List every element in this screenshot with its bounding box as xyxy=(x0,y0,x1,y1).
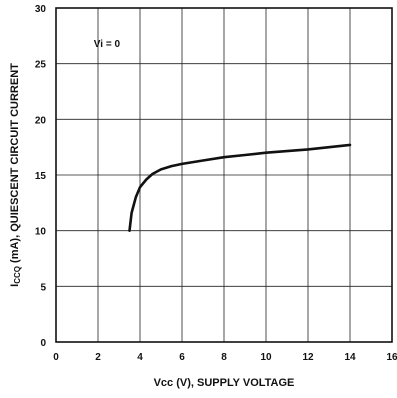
x-tick-label: 8 xyxy=(221,352,227,363)
x-tick-labels: 0 2 4 6 8 10 12 14 16 xyxy=(53,352,397,363)
y-tick-label: 5 xyxy=(40,282,46,293)
x-tick-label: 10 xyxy=(260,352,272,363)
y-tick-labels: 0 5 10 15 20 25 30 xyxy=(35,4,47,349)
y-axis-label-text: (mA), QUIESCENT CIRCUIT CURRENT xyxy=(9,63,21,266)
vi-annotation: Vi = 0 xyxy=(94,39,121,50)
x-tick-label: 16 xyxy=(386,352,397,363)
y-tick-label: 30 xyxy=(35,4,47,15)
x-tick-label: 2 xyxy=(95,352,101,363)
y-tick-label: 25 xyxy=(35,60,47,71)
y-axis-label: ICCQ (mA), QUIESCENT CIRCUIT CURRENT xyxy=(9,63,22,287)
x-tick-label: 0 xyxy=(53,352,59,363)
current-curve xyxy=(128,143,352,232)
plot-frame xyxy=(55,7,393,343)
y-tick-label: 15 xyxy=(35,171,47,182)
y-axis-label-symbol: I xyxy=(9,284,21,287)
y-tick-label: 0 xyxy=(40,338,46,349)
x-tick-label: 12 xyxy=(302,352,314,363)
x-tick-label: 14 xyxy=(344,352,356,363)
y-tick-label: 10 xyxy=(35,227,47,238)
x-tick-label: 6 xyxy=(179,352,185,363)
y-axis-label-subscript: CCQ xyxy=(13,266,22,284)
x-axis-label: Vcc (V), SUPPLY VOLTAGE xyxy=(154,377,295,389)
x-tick-label: 4 xyxy=(137,352,143,363)
series-layer xyxy=(128,143,352,232)
grid-lines xyxy=(56,8,392,342)
y-tick-label: 20 xyxy=(35,115,47,126)
